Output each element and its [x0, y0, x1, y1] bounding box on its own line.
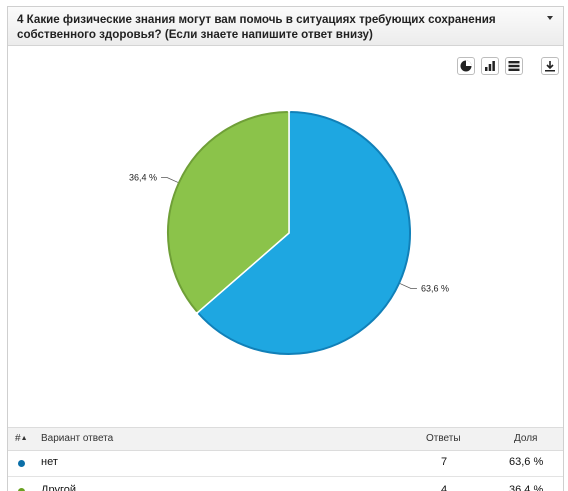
- download-icon: [545, 61, 555, 72]
- table-icon: [508, 61, 520, 71]
- pie-chart-icon: [460, 60, 472, 72]
- answer-count: 7: [441, 456, 448, 468]
- pie-label-leader-1: [161, 177, 179, 183]
- answer-share: 36,4 %: [509, 484, 544, 491]
- legend-dot: [18, 460, 25, 467]
- table-view-button[interactable]: [505, 57, 523, 75]
- table-header: #▲ Вариант ответа Ответы Доля: [8, 427, 563, 451]
- table-row: нет 7 63,6 %: [8, 449, 563, 477]
- pie-label-leader-0: [399, 283, 417, 289]
- pie-chart: 63,6 % 36,4 %: [129, 110, 449, 356]
- pie-slice-rim-0: [197, 111, 411, 355]
- question-header: 4 Какие физические знания могут вам помо…: [8, 7, 563, 46]
- column-number-header[interactable]: #▲: [15, 433, 28, 444]
- pie-data-label-0: 63,6 %: [421, 284, 449, 294]
- column-answers-header[interactable]: Ответы: [426, 433, 461, 444]
- column-share-header[interactable]: Доля: [514, 433, 538, 444]
- option-label: Другой...: [41, 484, 86, 491]
- pie-slice-rim-1: [167, 111, 288, 313]
- chevron-down-icon[interactable]: [545, 13, 555, 23]
- question-panel: 4 Какие физические знания могут вам помо…: [7, 6, 564, 491]
- answer-share: 63,6 %: [509, 456, 544, 468]
- bar-chart-button[interactable]: [481, 57, 499, 75]
- pie-chart-button[interactable]: [457, 57, 475, 75]
- answer-count: 4: [441, 484, 448, 491]
- pie-data-label-1: 36,4 %: [129, 172, 157, 182]
- question-title: 4 Какие физические знания могут вам помо…: [17, 13, 496, 41]
- table-row: Другой... 4 36,4 %: [8, 477, 563, 491]
- sort-asc-icon: ▲: [20, 435, 28, 442]
- column-option-header[interactable]: Вариант ответа: [41, 433, 114, 444]
- bar-chart-icon: [485, 61, 495, 71]
- option-label: нет: [41, 456, 58, 468]
- download-button[interactable]: [541, 57, 559, 75]
